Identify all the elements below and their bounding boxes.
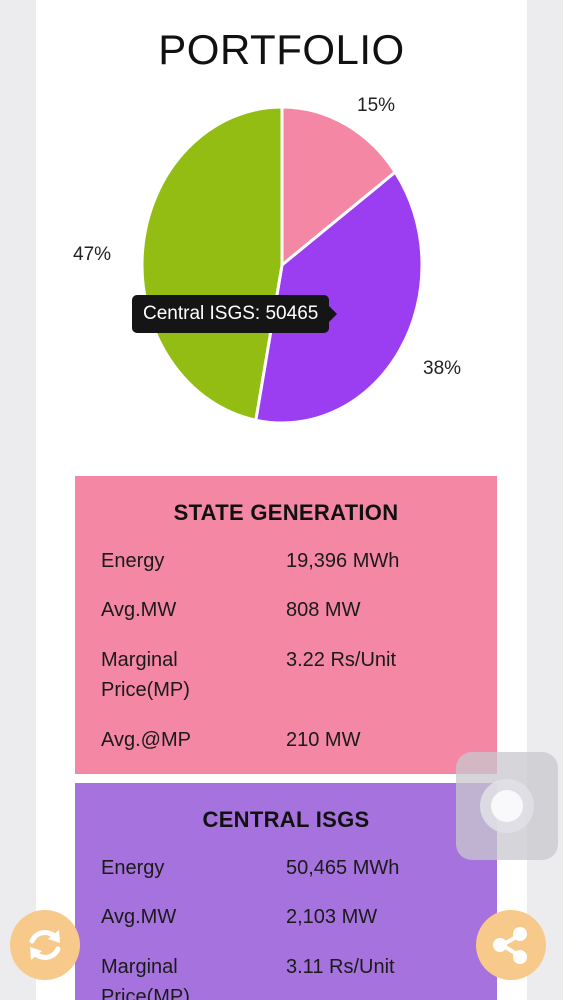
- row-value: 808 MW: [286, 599, 361, 621]
- share-button[interactable]: [476, 910, 546, 980]
- share-icon: [493, 927, 527, 964]
- row-label: Avg.MW: [101, 599, 177, 621]
- row-value: 210 MW: [286, 729, 361, 751]
- row-label-line2: Price(MP): [101, 679, 190, 701]
- refresh-icon: [29, 930, 61, 960]
- central-isgs-heading: CENTRAL ISGS: [202, 807, 370, 832]
- row-label: Marginal Price(MP): [101, 645, 261, 705]
- row-label-line2: Price(MP): [101, 986, 190, 1000]
- pie-tooltip: Central ISGS: 50465: [132, 295, 338, 333]
- page-title: PORTFOLIO: [158, 26, 405, 73]
- pie-slice-2[interactable]: [254, 169, 424, 425]
- row-label: Avg.@MP: [101, 729, 191, 751]
- pie-slice-1[interactable]: [280, 105, 398, 269]
- row-label-line1: Marginal: [101, 649, 178, 671]
- row-label: Energy: [101, 550, 165, 572]
- refresh-button[interactable]: [10, 910, 80, 980]
- pie-label-38: 38%: [423, 358, 462, 379]
- portfolio-pie-chart[interactable]: [0, 0, 563, 460]
- row-label: Marginal Price(MP): [101, 952, 261, 1000]
- state-generation-heading: STATE GENERATION: [173, 500, 399, 525]
- row-label: Avg.MW: [101, 906, 177, 928]
- row-value: 19,396 MWh: [286, 550, 400, 572]
- row-value: 3.11 Rs/Unit: [286, 956, 395, 978]
- pie-slice-3[interactable]: [140, 105, 284, 423]
- row-value: 50,465 MWh: [286, 857, 400, 879]
- state-generation-panel: STATE GENERATION Energy 19,396 MWh Avg.M…: [75, 476, 497, 774]
- central-isgs-panel: CENTRAL ISGS Energy 50,465 MWh Avg.MW 2,…: [75, 783, 497, 1000]
- row-value: 2,103 MW: [286, 906, 378, 928]
- row-label-line1: Marginal: [101, 956, 178, 978]
- row-label: Energy: [101, 857, 165, 879]
- row-value: 3.22 Rs/Unit: [286, 649, 397, 671]
- pie-label-47: 47%: [73, 244, 112, 265]
- pie-label-15: 15%: [357, 95, 396, 116]
- assistive-touch-dot: [491, 790, 523, 822]
- assistive-touch-button[interactable]: [456, 752, 558, 860]
